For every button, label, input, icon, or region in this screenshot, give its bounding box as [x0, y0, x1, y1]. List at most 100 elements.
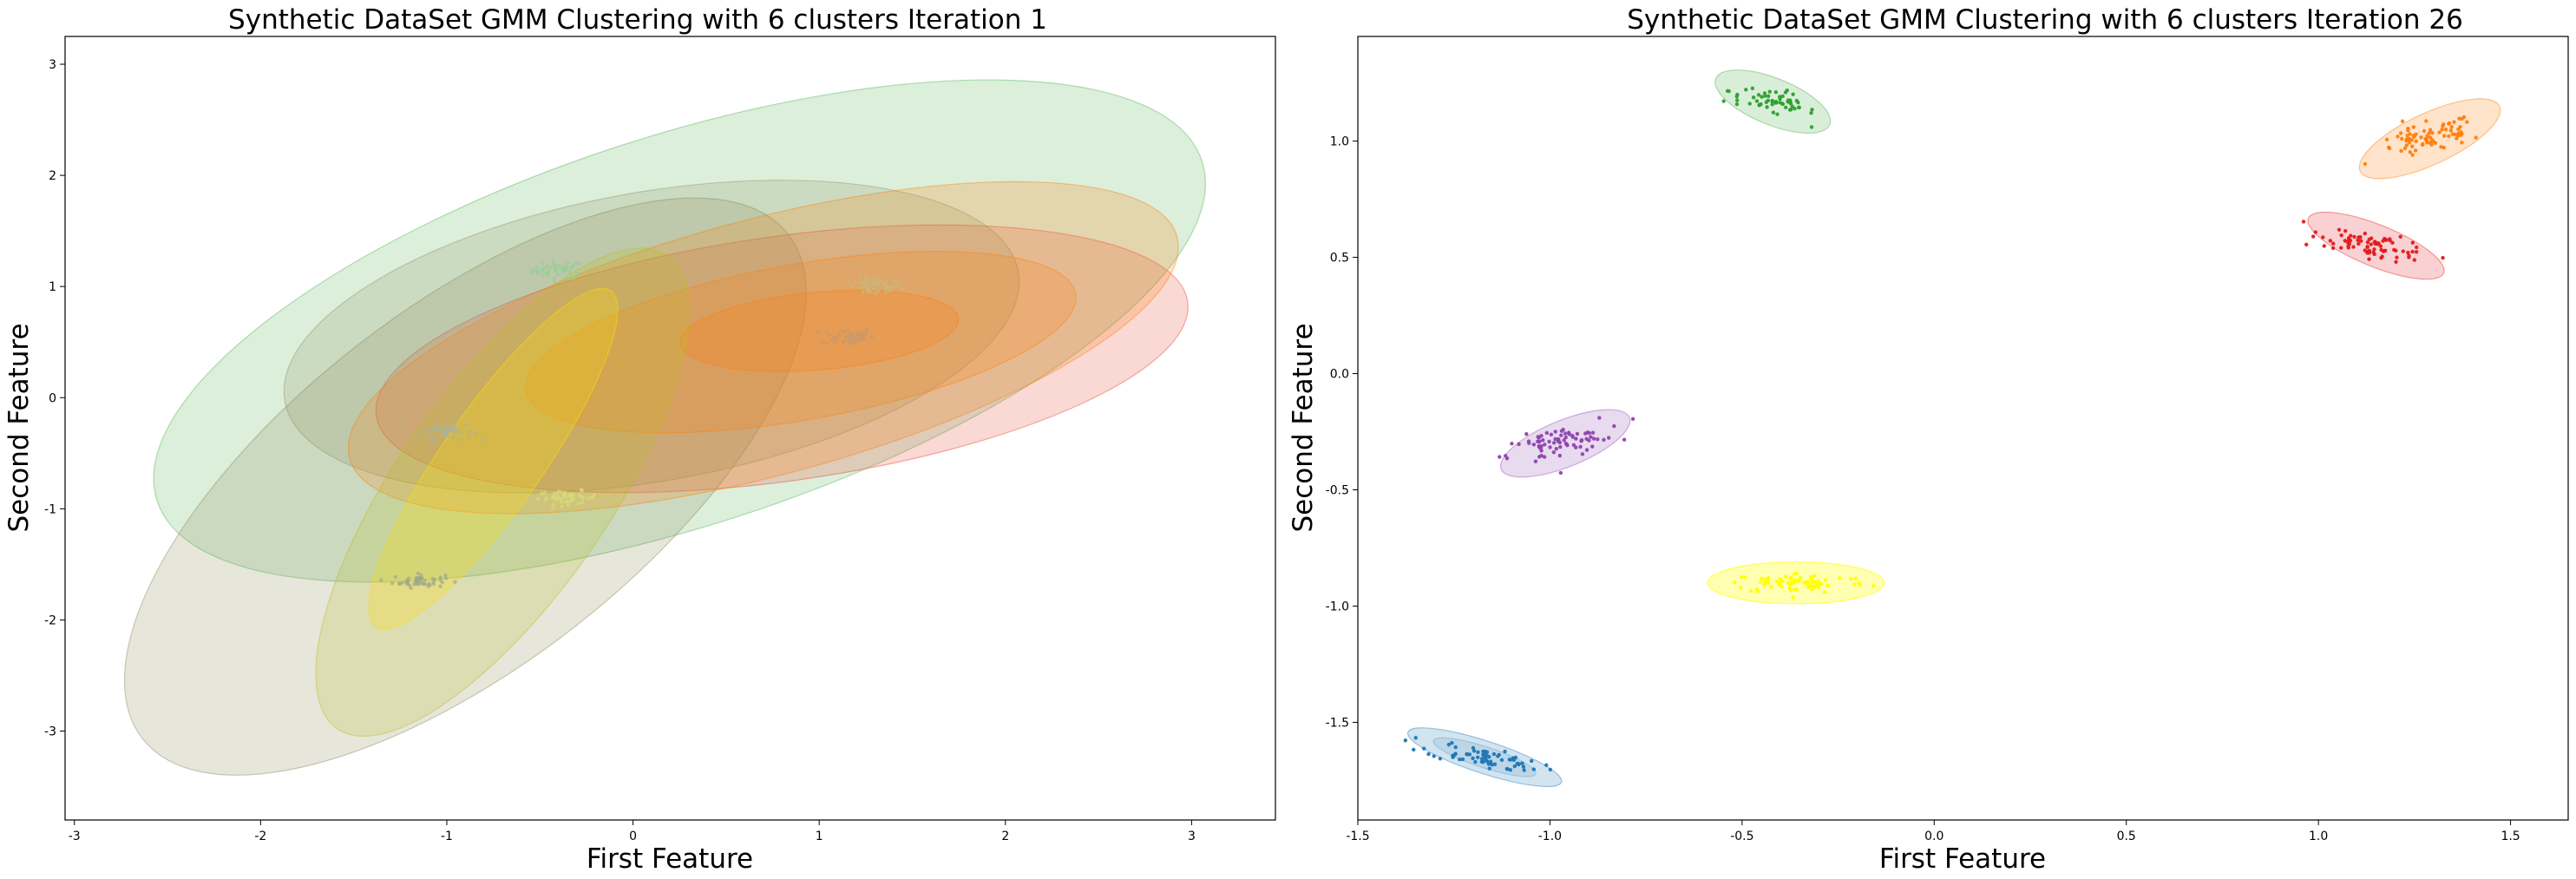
- data-point: [541, 273, 545, 279]
- data-point: [1809, 111, 1813, 115]
- x-tick-label: 1.0: [2309, 830, 2328, 843]
- data-point: [565, 260, 569, 266]
- data-point: [1413, 736, 1418, 740]
- data-point: [452, 423, 456, 429]
- data-point: [536, 271, 541, 276]
- data-point: [1784, 105, 1788, 110]
- data-point: [552, 279, 557, 284]
- covariance-ellipse: [283, 180, 1020, 494]
- data-point: [436, 426, 442, 430]
- data-point: [862, 285, 867, 289]
- data-point: [1561, 427, 1565, 432]
- data-point: [1622, 437, 1627, 442]
- data-point: [2388, 237, 2392, 241]
- data-point: [547, 265, 553, 269]
- data-point: [453, 580, 457, 584]
- data-point: [449, 425, 453, 430]
- data-point: [561, 492, 567, 497]
- x-tick-label: 3: [1188, 830, 1196, 843]
- data-point: [422, 427, 427, 431]
- data-point: [580, 488, 584, 493]
- data-point: [1778, 101, 1783, 105]
- data-point: [2395, 255, 2399, 259]
- data-point: [405, 582, 410, 587]
- data-point: [1732, 580, 1737, 585]
- data-point: [2352, 234, 2356, 239]
- y-tick-label: -1.5: [1326, 716, 1349, 730]
- data-point: [2412, 258, 2417, 262]
- data-point: [1734, 98, 1740, 102]
- data-point: [868, 289, 873, 294]
- data-point: [2441, 255, 2445, 260]
- data-point: [1751, 95, 1756, 100]
- data-point: [1479, 757, 1485, 761]
- data-point: [1476, 755, 1480, 759]
- data-points: [1403, 86, 2478, 772]
- data-point: [554, 497, 558, 502]
- data-point: [2384, 137, 2389, 141]
- data-point: [540, 268, 544, 273]
- data-point: [842, 330, 847, 334]
- data-point: [2346, 244, 2350, 248]
- data-point: [869, 335, 874, 340]
- data-point: [1589, 435, 1593, 439]
- data-point: [2328, 239, 2333, 243]
- data-point: [1570, 435, 1576, 439]
- data-point: [390, 581, 395, 586]
- data-point: [1767, 89, 1772, 94]
- data-point: [861, 280, 865, 285]
- data-point: [1556, 439, 1561, 444]
- data-point: [451, 435, 456, 439]
- data-point: [443, 573, 448, 578]
- data-point: [1574, 445, 1578, 449]
- data-point: [2363, 231, 2367, 236]
- data-point: [1770, 98, 1774, 103]
- data-point: [1812, 574, 1817, 579]
- data-point: [397, 581, 403, 587]
- data-point: [1795, 579, 1800, 583]
- data-point: [429, 435, 435, 439]
- data-point: [878, 279, 882, 284]
- data-point: [1533, 459, 1538, 463]
- data-point: [1473, 759, 1478, 764]
- data-point: [1496, 754, 1500, 758]
- covariance-ellipse: [153, 79, 1206, 583]
- data-point: [858, 285, 862, 290]
- gaussian-ellipses: [1406, 69, 2501, 788]
- y-tick-label: -0.5: [1326, 484, 1349, 498]
- data-point: [2367, 257, 2371, 261]
- data-point: [2433, 141, 2438, 146]
- data-point: [1527, 441, 1531, 445]
- data-point: [848, 333, 852, 338]
- data-point: [1537, 439, 1542, 444]
- data-point: [1738, 586, 1743, 590]
- data-point: [2406, 250, 2410, 255]
- data-point: [1810, 108, 1814, 112]
- data-point: [590, 495, 594, 500]
- data-point: [2447, 134, 2451, 139]
- data-point: [1596, 437, 1600, 442]
- data-point: [530, 268, 535, 272]
- data-point: [1783, 90, 1788, 95]
- data-point: [1543, 443, 1547, 447]
- data-point: [1852, 582, 1857, 587]
- data-point: [1790, 104, 1794, 108]
- data-point: [2452, 120, 2456, 124]
- data-point: [1739, 574, 1744, 580]
- data-point: [1734, 102, 1740, 107]
- data-point: [1426, 751, 1431, 757]
- data-point: [1542, 455, 1547, 459]
- data-point: [860, 333, 865, 338]
- data-point: [1721, 99, 1726, 103]
- data-point: [1562, 438, 1566, 443]
- data-point: [414, 576, 418, 581]
- data-point: [1766, 94, 1771, 98]
- data-point: [551, 502, 556, 507]
- data-point: [551, 494, 555, 499]
- data-point: [2369, 242, 2373, 246]
- data-point: [1773, 101, 1778, 105]
- data-point: [1796, 101, 1800, 105]
- data-point: [1744, 88, 1748, 92]
- data-point: [2372, 247, 2376, 252]
- data-point: [575, 271, 580, 276]
